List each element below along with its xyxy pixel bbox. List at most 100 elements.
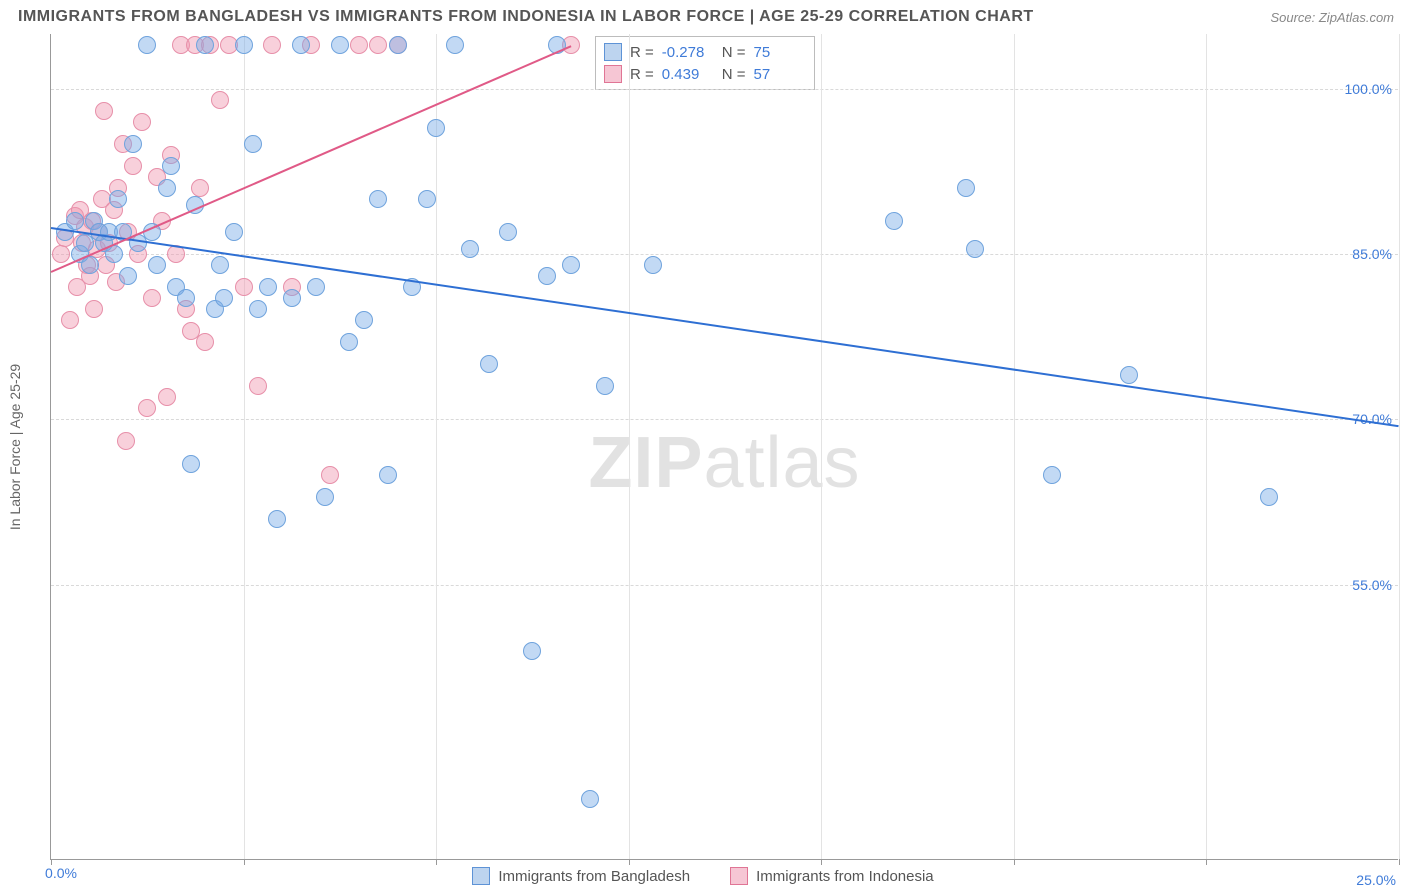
stats-r-label: R = <box>630 44 654 61</box>
data-point-indonesia <box>211 91 229 109</box>
legend-item-indonesia: Immigrants from Indonesia <box>730 867 934 885</box>
y-tick-label: 85.0% <box>1352 246 1392 262</box>
data-point-bangladesh <box>644 256 662 274</box>
stats-n-label: N = <box>722 44 746 61</box>
data-point-bangladesh <box>446 36 464 54</box>
data-point-bangladesh <box>340 333 358 351</box>
gridline-v <box>1399 34 1400 859</box>
plot-container: ZIPatlas In Labor Force | Age 25-29 R =-… <box>50 34 1398 860</box>
stats-r-value: 0.439 <box>662 66 714 83</box>
stats-r-value: -0.278 <box>662 44 714 61</box>
gridline-v <box>821 34 822 859</box>
data-point-bangladesh <box>235 36 253 54</box>
data-point-bangladesh <box>1260 488 1278 506</box>
data-point-indonesia <box>95 102 113 120</box>
gridline-v <box>244 34 245 859</box>
data-point-indonesia <box>85 300 103 318</box>
data-point-bangladesh <box>158 179 176 197</box>
gridline-v <box>629 34 630 859</box>
data-point-bangladesh <box>182 455 200 473</box>
data-point-bangladesh <box>538 267 556 285</box>
data-point-bangladesh <box>268 510 286 528</box>
data-point-bangladesh <box>427 119 445 137</box>
data-point-bangladesh <box>1043 466 1061 484</box>
data-point-bangladesh <box>418 190 436 208</box>
data-point-indonesia <box>350 36 368 54</box>
data-point-bangladesh <box>885 212 903 230</box>
stats-r-label: R = <box>630 66 654 83</box>
data-point-bangladesh <box>523 642 541 660</box>
data-point-bangladesh <box>225 223 243 241</box>
data-point-bangladesh <box>249 300 267 318</box>
y-tick-label: 100.0% <box>1345 81 1392 97</box>
stats-n-label: N = <box>722 66 746 83</box>
gridline-v <box>1014 34 1015 859</box>
data-point-bangladesh <box>119 267 137 285</box>
data-point-indonesia <box>263 36 281 54</box>
data-point-indonesia <box>369 36 387 54</box>
data-point-bangladesh <box>369 190 387 208</box>
gridline-h <box>51 419 1398 420</box>
title-bar: IMMIGRANTS FROM BANGLADESH VS IMMIGRANTS… <box>0 0 1406 34</box>
gridline-h <box>51 89 1398 90</box>
data-point-bangladesh <box>162 157 180 175</box>
data-point-bangladesh <box>196 36 214 54</box>
data-point-indonesia <box>124 157 142 175</box>
data-point-bangladesh <box>66 212 84 230</box>
stats-n-value: 57 <box>754 66 806 83</box>
data-point-indonesia <box>133 113 151 131</box>
data-point-indonesia <box>158 388 176 406</box>
source-label: Source: ZipAtlas.com <box>1270 10 1394 25</box>
data-point-bangladesh <box>177 289 195 307</box>
legend-label-b: Immigrants from Indonesia <box>756 868 934 885</box>
data-point-indonesia <box>52 245 70 263</box>
gridline-h <box>51 585 1398 586</box>
gridline-v <box>436 34 437 859</box>
data-point-bangladesh <box>581 790 599 808</box>
data-point-bangladesh <box>389 36 407 54</box>
x-axis-far-label: 25.0% <box>1356 872 1396 888</box>
data-point-indonesia <box>235 278 253 296</box>
data-point-bangladesh <box>109 190 127 208</box>
y-tick-label: 55.0% <box>1352 577 1392 593</box>
data-point-indonesia <box>143 289 161 307</box>
data-point-bangladesh <box>138 36 156 54</box>
data-point-bangladesh <box>283 289 301 307</box>
data-point-bangladesh <box>244 135 262 153</box>
swatch-bangladesh-icon <box>472 867 490 885</box>
swatch-indonesia-icon <box>730 867 748 885</box>
data-point-bangladesh <box>379 466 397 484</box>
data-point-bangladesh <box>316 488 334 506</box>
data-point-bangladesh <box>461 240 479 258</box>
data-point-bangladesh <box>957 179 975 197</box>
data-point-bangladesh <box>480 355 498 373</box>
y-axis-label: In Labor Force | Age 25-29 <box>7 363 23 529</box>
gridline-h <box>51 254 1398 255</box>
data-point-indonesia <box>321 466 339 484</box>
data-point-bangladesh <box>307 278 325 296</box>
scatter-plot: ZIPatlas In Labor Force | Age 25-29 R =-… <box>50 34 1398 860</box>
data-point-bangladesh <box>1120 366 1138 384</box>
stats-row-indonesia: R = 0.439 N = 57 <box>604 63 806 85</box>
data-point-bangladesh <box>215 289 233 307</box>
data-point-bangladesh <box>148 256 166 274</box>
stats-swatch-bangladesh-icon <box>604 43 622 61</box>
data-point-bangladesh <box>966 240 984 258</box>
data-point-indonesia <box>117 432 135 450</box>
trend-line-bangladesh <box>51 227 1399 427</box>
chart-title: IMMIGRANTS FROM BANGLADESH VS IMMIGRANTS… <box>18 8 1034 26</box>
data-point-bangladesh <box>596 377 614 395</box>
legend: Immigrants from Bangladesh Immigrants fr… <box>0 860 1406 892</box>
data-point-bangladesh <box>355 311 373 329</box>
data-point-bangladesh <box>124 135 142 153</box>
data-point-indonesia <box>249 377 267 395</box>
data-point-indonesia <box>196 333 214 351</box>
legend-label-a: Immigrants from Bangladesh <box>498 868 690 885</box>
data-point-indonesia <box>138 399 156 417</box>
data-point-bangladesh <box>211 256 229 274</box>
data-point-bangladesh <box>292 36 310 54</box>
data-point-bangladesh <box>259 278 277 296</box>
data-point-bangladesh <box>499 223 517 241</box>
legend-item-bangladesh: Immigrants from Bangladesh <box>472 867 690 885</box>
data-point-bangladesh <box>562 256 580 274</box>
